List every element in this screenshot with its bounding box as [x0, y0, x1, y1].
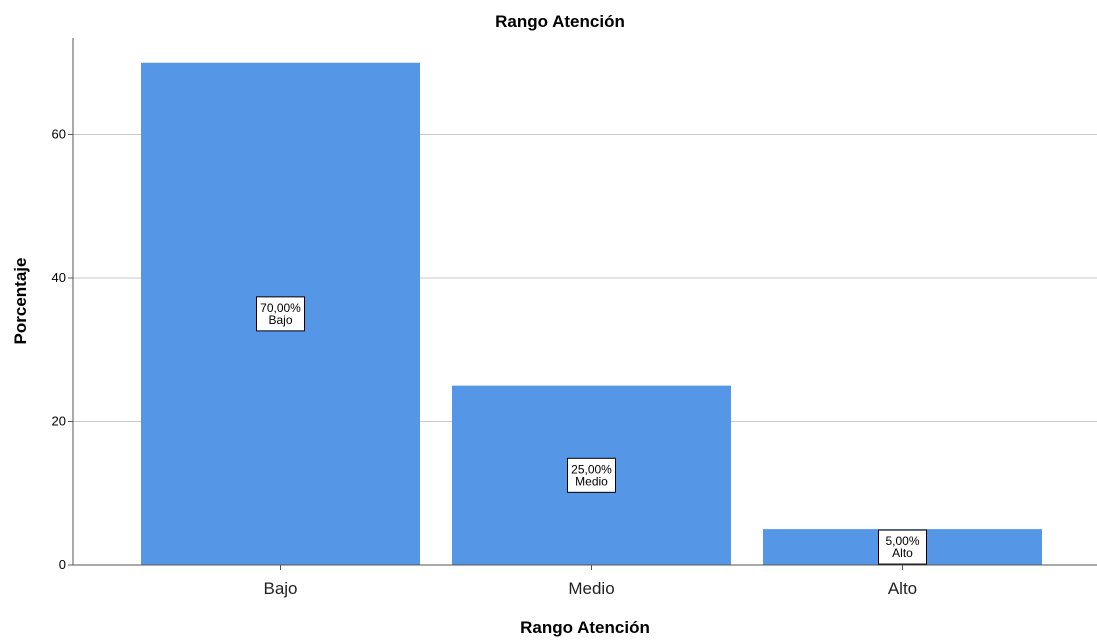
data-label-category: Bajo: [268, 313, 292, 327]
y-tick-label: 0: [59, 557, 66, 572]
data-label-box: [878, 529, 927, 565]
y-axis-title: Porcentaje: [11, 258, 30, 345]
x-tick-label: Alto: [888, 579, 917, 598]
x-tick-label: Bajo: [263, 579, 297, 598]
y-tick-label: 40: [52, 270, 66, 285]
data-label: 25,00%Medio: [567, 457, 616, 493]
data-label-category: Alto: [892, 546, 913, 560]
data-label: 5,00%Alto: [878, 529, 927, 565]
chart-title: Rango Atención: [495, 12, 625, 31]
data-label-value: 5,00%: [885, 534, 919, 548]
data-label-box: [256, 296, 305, 332]
y-tick-labels: 0 20 40 60: [52, 127, 73, 572]
x-tick-label: Medio: [568, 579, 614, 598]
data-label-category: Medio: [575, 474, 608, 488]
x-tick-labels: Bajo Medio Alto: [263, 565, 917, 598]
axes: [72, 38, 1097, 566]
data-labels: 70,00%Bajo 25,00%Medio 5,00%Alto: [256, 296, 927, 565]
y-tick-label: 60: [52, 127, 66, 142]
data-label-box: [567, 457, 616, 493]
y-tick-label: 20: [52, 414, 66, 429]
x-axis-title: Rango Atención: [520, 618, 650, 637]
data-label: 70,00%Bajo: [256, 296, 305, 332]
data-label-value: 25,00%: [571, 462, 612, 476]
data-label-value: 70,00%: [260, 301, 301, 315]
